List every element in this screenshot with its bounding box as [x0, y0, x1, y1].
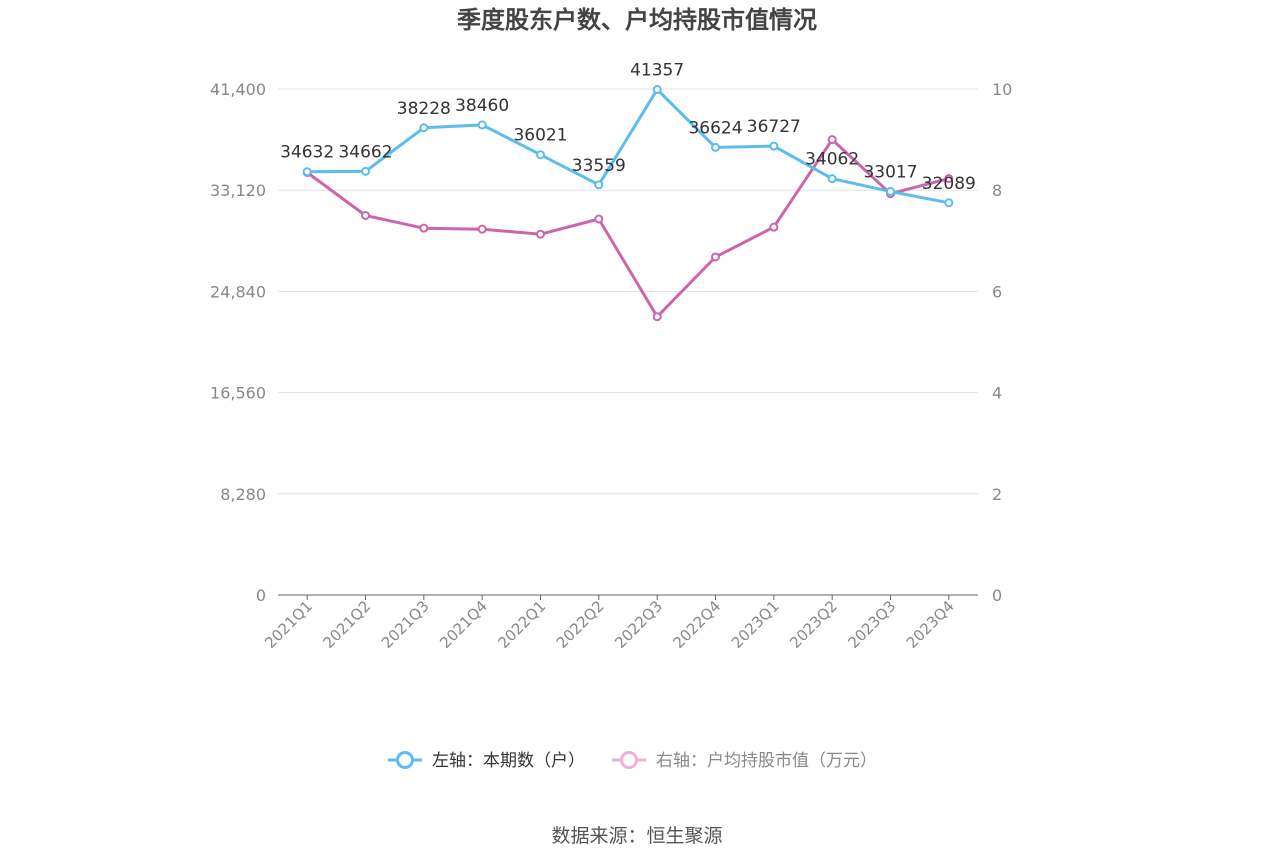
series-line-avg-value — [306, 138, 950, 319]
holders-point — [652, 85, 662, 95]
right-tick-label: 4 — [992, 384, 1002, 403]
x-tick-label: 2023Q3 — [845, 597, 900, 652]
holders-point — [711, 142, 720, 152]
avg-value-point — [477, 224, 487, 234]
x-tick-label: 2021Q4 — [436, 597, 491, 652]
data-label: 34062 — [805, 150, 859, 170]
right-tick-label: 2 — [992, 485, 1002, 504]
x-tick-label: 2021Q2 — [320, 597, 375, 652]
legend-label-left: 左轴：本期数（户） — [432, 751, 585, 771]
data-label: 36727 — [747, 117, 801, 137]
holders-point — [769, 141, 779, 151]
x-tick-label: 2022Q2 — [553, 597, 608, 652]
left-tick-label: 16,560 — [210, 384, 266, 403]
data-source: 数据来源：恒生聚源 — [551, 825, 722, 847]
avg-value-point — [361, 211, 370, 220]
legend: 左轴：本期数（户） 右轴：户均持股市值（万元） — [388, 751, 877, 771]
left-tick-label: 8,280 — [220, 485, 266, 504]
right-tick-label: 0 — [992, 586, 1002, 605]
avg-value-point — [711, 252, 720, 262]
avg-value-point — [652, 312, 662, 322]
left-tick-label: 24,840 — [210, 282, 266, 301]
x-tick-label: 2023Q2 — [786, 597, 841, 652]
legend-marker-right — [620, 751, 638, 769]
grid-lines — [278, 88, 978, 495]
right-tick-label: 6 — [992, 282, 1002, 301]
x-tick-label: 2021Q1 — [261, 597, 316, 652]
legend-item-right[interactable]: 右轴：户均持股市值（万元） — [612, 751, 877, 771]
legend-marker-left — [396, 751, 414, 769]
avg-value-point — [536, 229, 545, 239]
data-label: 38460 — [455, 96, 509, 116]
holders-point — [594, 180, 604, 190]
x-tick-label: 2022Q1 — [495, 597, 550, 652]
left-tick-label: 41,400 — [210, 80, 266, 99]
series-lines — [302, 85, 954, 322]
holders-point — [536, 150, 545, 160]
avg-value-point — [827, 135, 837, 145]
avg-value-point — [944, 174, 954, 184]
legend-label-right: 右轴：户均持股市值（万元） — [656, 751, 877, 771]
data-label: 32089 — [922, 174, 976, 194]
data-label: 36021 — [513, 126, 567, 146]
data-label: 34662 — [338, 142, 392, 162]
x-tick-label: 2022Q4 — [670, 597, 725, 652]
avg-value-point — [419, 223, 429, 233]
holders-point — [361, 166, 370, 176]
avg-value-point — [769, 222, 779, 232]
data-label: 41357 — [630, 61, 684, 81]
x-axis-ticks: 2021Q1 2021Q2 2021Q3 2021Q4 2022Q1 2022Q2 2022… — [261, 595, 958, 652]
series-line-holders — [307, 88, 950, 205]
holders-point — [827, 174, 837, 184]
data-label: 33017 — [863, 162, 917, 182]
holders-point — [477, 120, 487, 130]
data-label: 36624 — [688, 118, 742, 138]
holders-point — [944, 198, 954, 208]
chart-title: 季度股东户数、户均持股市值情况 — [457, 6, 817, 34]
holders-point — [886, 186, 895, 196]
left-tick-label: 33,120 — [210, 181, 266, 200]
data-label: 34632 — [280, 143, 334, 163]
x-tick-label: 2021Q3 — [378, 597, 433, 652]
x-tick-label: 2023Q4 — [903, 597, 958, 652]
avg-value-point — [594, 214, 604, 224]
x-tick-label: 2022Q3 — [611, 597, 666, 652]
right-tick-label: 10 — [992, 80, 1012, 99]
data-label: 33559 — [572, 156, 626, 176]
x-tick-label: 2023Q1 — [728, 597, 783, 652]
holders-point — [419, 123, 429, 133]
holders-point — [302, 167, 312, 177]
right-tick-label: 8 — [992, 181, 1002, 200]
legend-item-left[interactable]: 左轴：本期数（户） — [388, 751, 585, 771]
right-axis-ticks: 0 2 4 6 8 10 — [992, 80, 1012, 605]
left-tick-label: 0 — [256, 586, 266, 605]
left-axis-ticks: 0 8,280 16,560 24,840 33,120 41,400 — [210, 80, 266, 605]
data-label: 38228 — [397, 99, 451, 119]
